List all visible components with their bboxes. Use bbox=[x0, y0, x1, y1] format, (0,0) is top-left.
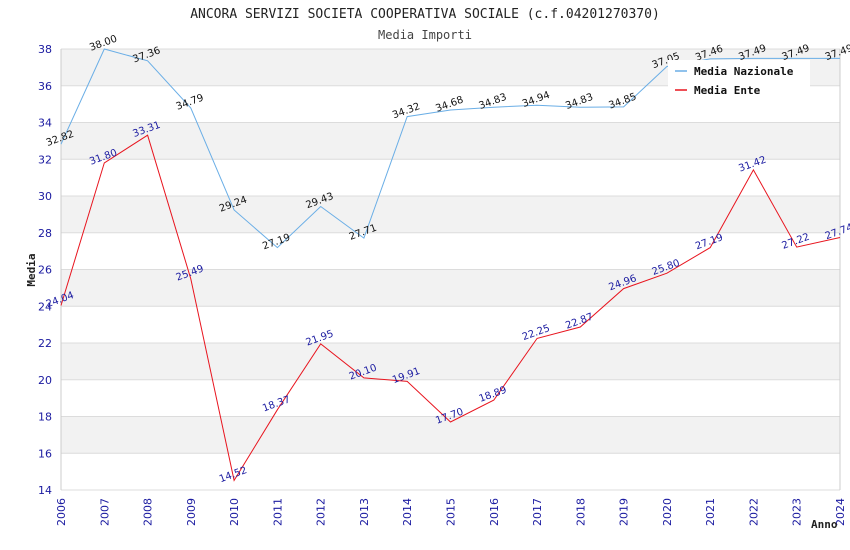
legend-box bbox=[668, 60, 810, 100]
gridlines bbox=[60, 48, 841, 491]
data-label: 14.52 bbox=[218, 465, 249, 485]
y-tick-label: 28 bbox=[38, 227, 52, 240]
x-tick-label: 2023 bbox=[791, 498, 804, 526]
x-tick-label: 2018 bbox=[574, 498, 587, 526]
x-tick-label: 2024 bbox=[834, 498, 847, 526]
y-tick-label: 16 bbox=[38, 447, 52, 460]
band bbox=[61, 416, 840, 454]
series-lines bbox=[60, 48, 841, 482]
x-tick-label: 2010 bbox=[228, 498, 241, 526]
data-label: 18.89 bbox=[478, 385, 509, 405]
x-tick-label: 2007 bbox=[98, 498, 111, 526]
x-tick-label: 2016 bbox=[488, 498, 501, 526]
y-tick-label: 14 bbox=[38, 484, 52, 497]
y-axis-title: Media bbox=[25, 253, 38, 286]
data-label: 34.83 bbox=[564, 92, 595, 112]
x-tick-label: 2014 bbox=[401, 498, 414, 526]
x-tick-label: 2022 bbox=[747, 498, 760, 526]
x-tick-label: 2015 bbox=[445, 498, 458, 526]
data-label: 27.19 bbox=[694, 232, 725, 252]
legend-label: Media Nazionale bbox=[694, 65, 794, 78]
y-tick-label: 22 bbox=[38, 337, 52, 350]
y-axis-ticks: 14 16 18 20 22 24 26 28 30 32 34 36 38 bbox=[38, 43, 52, 497]
data-label: 22.87 bbox=[564, 312, 595, 332]
data-label: 34.85 bbox=[607, 91, 638, 111]
y-tick-label: 20 bbox=[38, 374, 52, 387]
data-label: 27.19 bbox=[261, 232, 292, 252]
x-tick-label: 2017 bbox=[531, 498, 544, 526]
x-axis-ticks: 2006 2007 2008 2009 2010 2011 2012 2013 2014 2015… bbox=[55, 498, 847, 526]
x-tick-label: 2006 bbox=[55, 498, 68, 526]
band bbox=[61, 269, 840, 307]
legend-label: Media Ente bbox=[694, 84, 761, 97]
y-tick-label: 38 bbox=[38, 43, 52, 56]
y-tick-label: 24 bbox=[38, 300, 52, 313]
data-label: 34.94 bbox=[521, 90, 552, 110]
x-tick-label: 2021 bbox=[704, 498, 717, 526]
data-label: 24.04 bbox=[45, 290, 76, 310]
data-label: 34.68 bbox=[434, 95, 465, 115]
band bbox=[61, 343, 840, 380]
y-tick-label: 34 bbox=[38, 117, 52, 130]
y-tick-label: 26 bbox=[38, 264, 52, 277]
x-axis-title: Anno bbox=[811, 518, 838, 531]
legend: Media Nazionale Media Ente bbox=[668, 60, 810, 100]
data-label: 34.83 bbox=[478, 92, 509, 112]
x-tick-label: 2019 bbox=[618, 498, 631, 526]
chart-subtitle: Media Importi bbox=[378, 28, 472, 42]
y-tick-label: 18 bbox=[38, 411, 52, 424]
x-tick-label: 2020 bbox=[661, 498, 674, 526]
y-tick-label: 36 bbox=[38, 80, 52, 93]
series-line-media-nazionale bbox=[60, 48, 840, 249]
x-tick-label: 2013 bbox=[358, 498, 371, 526]
x-tick-label: 2009 bbox=[185, 498, 198, 526]
data-label: 27.22 bbox=[781, 232, 812, 252]
x-tick-label: 2011 bbox=[271, 498, 284, 526]
chart-title: ANCORA SERVIZI SOCIETA COOPERATIVA SOCIA… bbox=[190, 7, 660, 22]
band bbox=[61, 122, 840, 160]
series-line-media-ente bbox=[60, 134, 841, 482]
x-tick-label: 2012 bbox=[315, 498, 328, 526]
band bbox=[61, 196, 840, 233]
x-tick-label: 2008 bbox=[142, 498, 155, 526]
y-tick-label: 32 bbox=[38, 153, 52, 166]
y-tick-label: 30 bbox=[38, 190, 52, 203]
